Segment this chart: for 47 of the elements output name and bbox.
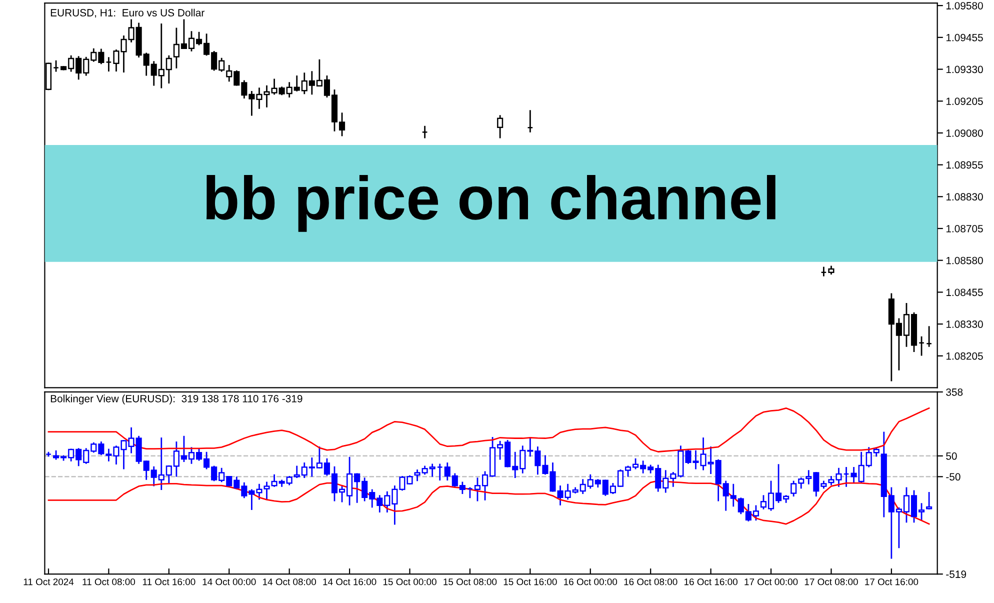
- candlestick: [497, 115, 504, 138]
- y-tick-label: 50: [946, 452, 957, 460]
- candlestick: [436, 464, 443, 480]
- candlestick: [820, 266, 827, 276]
- x-tick-label: 17 Oct 16:00: [865, 578, 918, 586]
- candlestick: [918, 336, 925, 356]
- x-tick-label: 14 Oct 08:00: [263, 578, 316, 586]
- x-tick-label: 17 Oct 00:00: [744, 578, 798, 586]
- x-tick-label: 11 Oct 08:00: [82, 578, 136, 586]
- y-tick-label: 1.08580: [946, 256, 983, 264]
- y-tick-label: 1.08205: [946, 352, 983, 360]
- y-tick-label: -519: [946, 570, 966, 578]
- y-tick-label: 1.08705: [946, 224, 983, 232]
- y-tick-label: 358: [946, 388, 963, 396]
- candlestick: [106, 57, 112, 72]
- x-tick-label: 15 Oct 16:00: [504, 578, 557, 586]
- x-tick-label: 16 Oct 00:00: [564, 578, 618, 586]
- candlestick: [843, 467, 850, 487]
- x-tick-label: 16 Oct 16:00: [684, 578, 738, 586]
- y-tick-label: 1.09455: [946, 34, 983, 42]
- text: bb price on channel: [206, 174, 776, 232]
- y-tick-label: 1.09080: [946, 129, 983, 137]
- y-tick-label: 1.09205: [946, 98, 983, 105]
- x-tick-label: 14 Oct 16:00: [323, 578, 376, 586]
- line-series: [48, 407, 930, 452]
- candlestick: [926, 492, 932, 510]
- annotation: Bolkinger View (EURUSD): 319 138 178 110 176 -319: [50, 394, 302, 404]
- x-tick-label: 15 Oct 08:00: [444, 578, 497, 586]
- y-tick-label: -50: [946, 473, 960, 481]
- candlestick: [466, 487, 473, 498]
- x-tick-label: 17 Oct 08:00: [804, 578, 858, 586]
- x-tick-label: 14 Oct 00:00: [202, 578, 256, 586]
- candlestick: [422, 126, 428, 138]
- y-tick-label: 1.08830: [946, 193, 983, 201]
- x-tick-label: 11 Oct 16:00: [142, 578, 196, 586]
- candlestick: [52, 60, 60, 72]
- y-tick-label: 1.08330: [946, 320, 983, 328]
- candlestick: [527, 110, 534, 132]
- y-tick-label: 1.08955: [946, 161, 983, 169]
- y-tick-label: 1.09580: [946, 2, 983, 10]
- y-tick-label: 1.09330: [946, 66, 983, 74]
- candlestick: [926, 326, 932, 347]
- x-tick-label: 11 Oct 2024: [24, 578, 74, 586]
- x-tick-label: 16 Oct 08:00: [624, 578, 678, 586]
- annotation: EURUSD, H1: Euro vs US Dollar: [50, 8, 204, 18]
- x-tick-label: 15 Oct 00:00: [383, 578, 436, 586]
- y-tick-label: 1.08455: [946, 288, 983, 296]
